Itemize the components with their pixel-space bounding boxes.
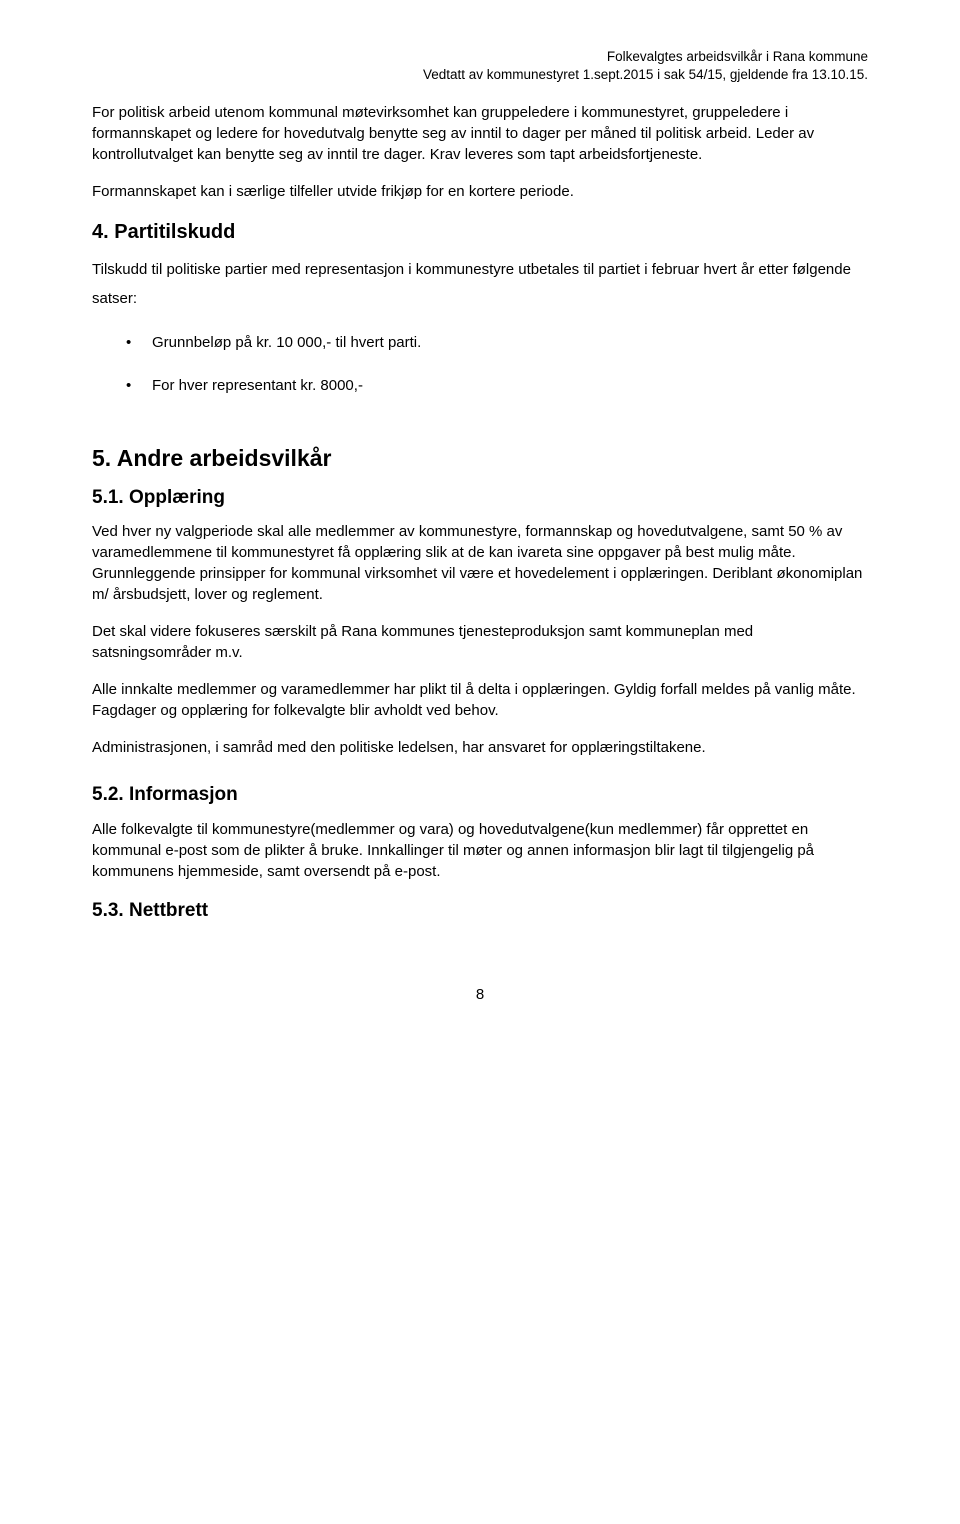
paragraph-intro-1: For politisk arbeid utenom kommunal møte… xyxy=(92,102,868,165)
heading-informasjon: 5.2. Informasjon xyxy=(92,782,868,809)
informasjon-p1: Alle folkevalgte til kommunestyre(medlem… xyxy=(92,819,868,882)
heading-partitilskudd: 4. Partitilskudd xyxy=(92,218,868,246)
list-item: For hver representant kr. 8000,- xyxy=(126,372,868,401)
header-line-1: Folkevalgtes arbeidsvilkår i Rana kommun… xyxy=(607,49,868,64)
paragraph-intro-2: Formannskapet kan i særlige tilfeller ut… xyxy=(92,181,868,202)
heading-opplaering: 5.1. Opplæring xyxy=(92,485,868,512)
heading-nettbrett: 5.3. Nettbrett xyxy=(92,898,868,925)
opplaering-p2: Det skal videre fokuseres særskilt på Ra… xyxy=(92,621,868,663)
heading-andre-arbeidsvilkar: 5. Andre arbeidsvilkår xyxy=(92,442,868,474)
opplaering-p1: Ved hver ny valgperiode skal alle medlem… xyxy=(92,521,868,605)
opplaering-p3: Alle innkalte medlemmer og varamedlemmer… xyxy=(92,679,868,721)
page-number: 8 xyxy=(92,984,868,1005)
list-item: Grunnbeløp på kr. 10 000,- til hvert par… xyxy=(126,329,868,358)
header-line-2: Vedtatt av kommunestyret 1.sept.2015 i s… xyxy=(423,67,868,82)
partitilskudd-list: Grunnbeløp på kr. 10 000,- til hvert par… xyxy=(126,329,868,400)
opplaering-p4: Administrasjonen, i samråd med den polit… xyxy=(92,737,868,758)
partitilskudd-intro: Tilskudd til politiske partier med repre… xyxy=(92,256,868,313)
page-header: Folkevalgtes arbeidsvilkår i Rana kommun… xyxy=(92,48,868,84)
